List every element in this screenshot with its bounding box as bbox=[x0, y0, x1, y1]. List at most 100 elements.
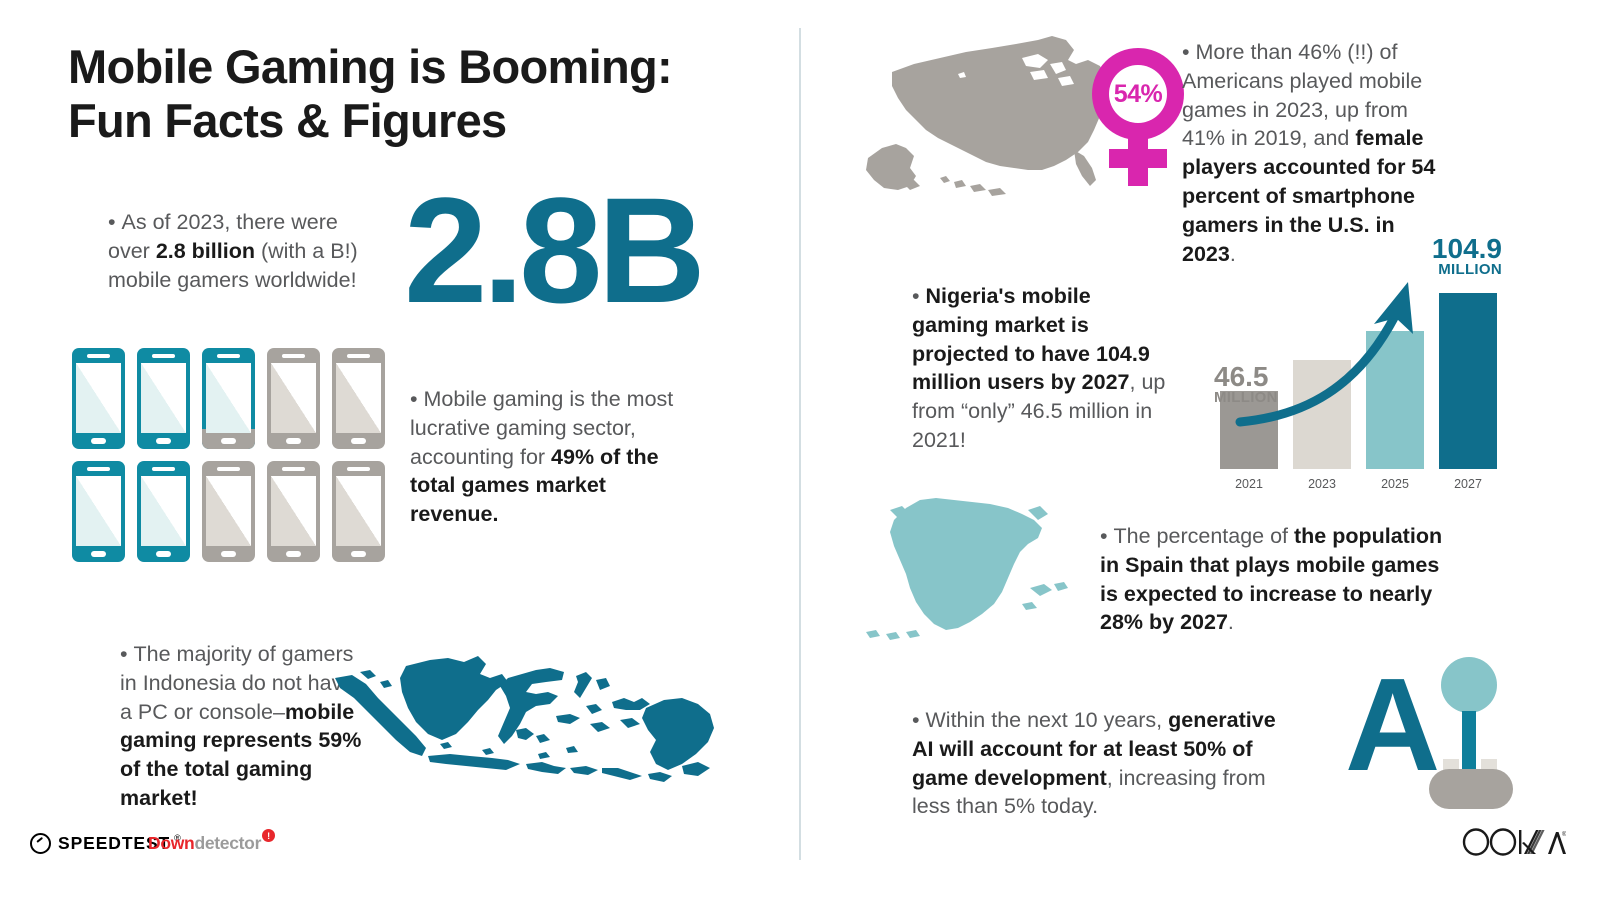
screen bbox=[206, 363, 251, 433]
nigeria-users-bar-chart: 2021 2023 2025 2027 46.5 MILLION 104.9 M… bbox=[1208, 233, 1502, 493]
screen-shine bbox=[141, 476, 186, 546]
bullet-indonesia-bold: mobile gaming represents 59% of the tota… bbox=[120, 699, 362, 810]
bullet-dot: • bbox=[1100, 524, 1114, 548]
bullet-indonesia-lead: The majority of gamers in Indonesia do n… bbox=[120, 642, 355, 724]
bullet-revenue-share: • Mobile gaming is the most lucrative ga… bbox=[410, 385, 680, 529]
annotation-104-9-million: 104.9 MILLION bbox=[1420, 233, 1502, 278]
bullet-gamers-bold: 2.8 billion bbox=[155, 238, 255, 263]
speaker-slot bbox=[87, 354, 110, 358]
home-button bbox=[351, 438, 366, 444]
speaker-slot bbox=[282, 467, 305, 471]
bullet-gamers-lead: As of 2023, there were over bbox=[108, 210, 338, 263]
screen bbox=[336, 476, 381, 546]
home-button bbox=[351, 551, 366, 557]
phones-grid-graphic bbox=[72, 348, 385, 568]
bullet-ai-bold: generative AI will account for at least … bbox=[912, 708, 1276, 790]
smartphone-icon bbox=[137, 461, 190, 562]
screen bbox=[76, 363, 121, 433]
ookla-logo: ® bbox=[1462, 828, 1566, 856]
speaker-slot bbox=[217, 467, 240, 471]
smartphone-icon bbox=[202, 461, 255, 562]
bullet-spain-tail: . bbox=[1227, 610, 1234, 635]
bullet-dot: • bbox=[410, 387, 424, 411]
bullet-dot: • bbox=[912, 708, 926, 732]
bullet-us-tail: . bbox=[1229, 241, 1236, 266]
bullet-nigeria-bold: Nigeria's mobile gaming market is projec… bbox=[912, 284, 1150, 395]
female-percent-value: 54% bbox=[1113, 79, 1163, 108]
bar-label-2021: 2021 bbox=[1235, 477, 1263, 491]
bullet-nigeria-tail: , up from “only” 46.5 million in 2021! bbox=[912, 370, 1166, 452]
bullet-dot: • bbox=[120, 642, 134, 666]
screen-shine bbox=[206, 363, 251, 433]
smartphone-icon bbox=[72, 348, 125, 449]
home-button bbox=[286, 438, 301, 444]
speedometer-icon bbox=[30, 832, 51, 854]
home-button bbox=[91, 551, 106, 557]
smartphone-icon bbox=[332, 348, 385, 449]
screen-shine bbox=[271, 476, 316, 546]
bullet-revenue-lead: Mobile gaming is the most lucrative gami… bbox=[410, 387, 674, 469]
speaker-slot bbox=[347, 467, 370, 471]
page-title-line1: Mobile Gaming is Booming: bbox=[68, 40, 673, 93]
screen bbox=[271, 476, 316, 546]
bullet-gamers-worldwide: • As of 2023, there were over 2.8 billio… bbox=[108, 208, 373, 294]
smartphone-icon-partial bbox=[202, 348, 255, 449]
annotation-unit-2021: MILLION bbox=[1214, 388, 1278, 406]
smartphone-icon bbox=[72, 461, 125, 562]
home-button bbox=[221, 551, 236, 557]
joystick-icon bbox=[1429, 657, 1513, 809]
speaker-slot bbox=[152, 354, 175, 358]
bullet-revenue-bold: 49% of the total games market revenue. bbox=[410, 444, 659, 527]
home-button bbox=[156, 438, 171, 444]
speaker-slot bbox=[217, 354, 240, 358]
annotation-unit-2027: MILLION bbox=[1438, 260, 1502, 278]
speaker-slot bbox=[347, 354, 370, 358]
bar-2021: 2021 bbox=[1220, 391, 1278, 491]
ookla-wordmark-icon: ® bbox=[1462, 828, 1566, 856]
home-button bbox=[91, 438, 106, 444]
bullet-generative-ai: • Within the next 10 years, generative A… bbox=[912, 706, 1300, 821]
downdetector-down: Down bbox=[148, 832, 195, 853]
smartphone-icon bbox=[267, 461, 320, 562]
bar-label-2023: 2023 bbox=[1308, 477, 1336, 491]
bullet-dot: • bbox=[108, 210, 122, 234]
bullet-us-players: • More than 46% (!!) of Americans played… bbox=[1182, 38, 1447, 268]
screen-shine bbox=[76, 363, 121, 433]
screen bbox=[141, 476, 186, 546]
column-divider bbox=[799, 28, 801, 860]
annotation-value-2027: 104.9 bbox=[1431, 233, 1502, 264]
bullet-us-bold: female players accounted for 54 percent … bbox=[1182, 126, 1436, 266]
big-stat-2-8b: 2.8B bbox=[404, 166, 706, 334]
united-states-map bbox=[862, 30, 1132, 215]
screen bbox=[76, 476, 121, 546]
speaker-slot bbox=[87, 467, 110, 471]
screen bbox=[141, 363, 186, 433]
bar-label-2025: 2025 bbox=[1381, 477, 1409, 491]
venus-symbol-icon: 54% bbox=[1092, 48, 1184, 188]
smartphone-icon bbox=[267, 348, 320, 449]
svg-text:®: ® bbox=[1562, 831, 1566, 838]
screen-shine bbox=[336, 476, 381, 546]
smartphone-icon bbox=[332, 461, 385, 562]
home-button bbox=[286, 551, 301, 557]
home-button bbox=[156, 551, 171, 557]
bar-label-2027: 2027 bbox=[1454, 477, 1482, 491]
bullet-ai-tail: , increasing from less than 5% today. bbox=[912, 765, 1266, 819]
bullet-spain-bold: the population in Spain that plays mobil… bbox=[1100, 524, 1443, 635]
letter-a: A bbox=[1345, 651, 1440, 798]
upward-trend-arrow-icon bbox=[1235, 282, 1413, 427]
bullet-nigeria: • Nigeria's mobile gaming market is proj… bbox=[912, 282, 1167, 455]
screen-shine bbox=[336, 363, 381, 433]
page-title: Mobile Gaming is Booming: Fun Facts & Fi… bbox=[68, 40, 758, 147]
spain-map bbox=[862, 482, 1094, 657]
downdetector-detector: detector bbox=[194, 832, 262, 853]
screen-shine bbox=[141, 363, 186, 433]
indonesia-map bbox=[330, 648, 715, 798]
annotation-value-2021: 46.5 bbox=[1214, 361, 1269, 392]
screen bbox=[206, 476, 251, 546]
screen-shine bbox=[271, 363, 316, 433]
bullet-gamers-mid: (with a B!) mobile gamers worldwide! bbox=[108, 238, 358, 292]
screen-shine bbox=[76, 476, 121, 546]
bar-2027: 2027 bbox=[1439, 293, 1497, 491]
